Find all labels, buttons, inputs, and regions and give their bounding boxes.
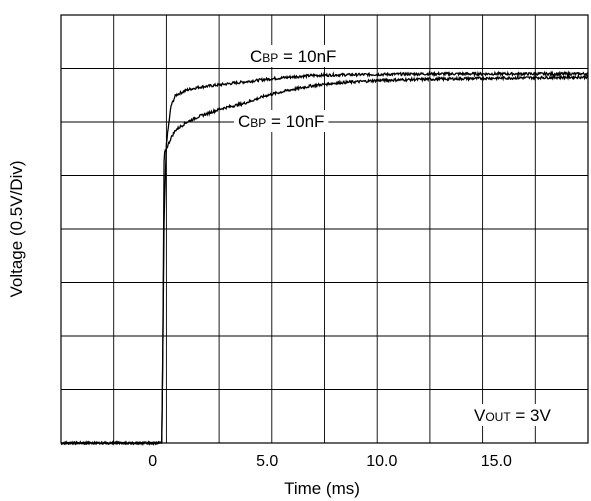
- annotation-label: VOUT = 3V: [474, 406, 552, 425]
- annotations: CBP = 10nF CBP = 10nF VOUT = 3V: [234, 45, 556, 426]
- annotation-label: CBP = 10nF: [238, 112, 324, 131]
- x-axis-label: Time (ms): [284, 479, 360, 498]
- y-axis-label: Voltage (0.5V/Div): [7, 160, 26, 297]
- annotation-background: [470, 404, 556, 426]
- annotation-background: [234, 110, 329, 132]
- traces: [60, 70, 589, 446]
- x-tick-label: 10.0: [366, 453, 397, 470]
- x-tick-label: 15.0: [481, 453, 512, 470]
- annotation-background: [246, 45, 341, 67]
- x-tick-label: 5.0: [256, 453, 278, 470]
- x-tick-label: 0: [148, 453, 157, 470]
- grid: [60, 14, 589, 444]
- annotation-label: CBP = 10nF: [250, 47, 336, 66]
- x-tick-labels: 0 5.0 10.0 15.0: [148, 453, 512, 470]
- series-line-2: [60, 73, 589, 446]
